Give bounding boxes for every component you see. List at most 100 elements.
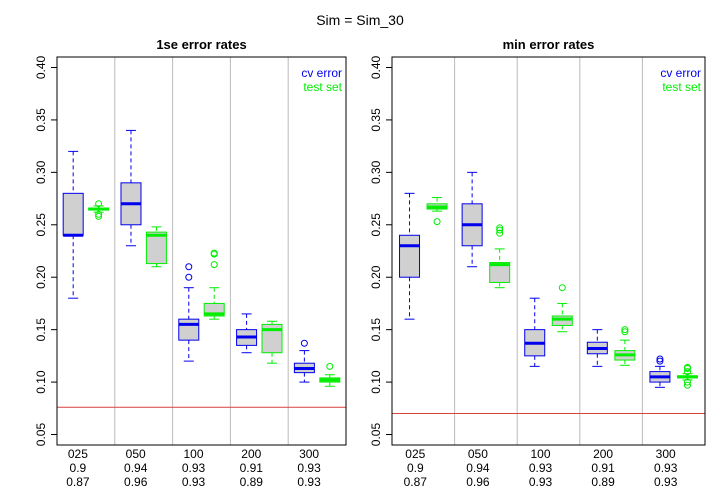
- cv-error-box: [649, 355, 671, 388]
- legend-entry: cv error: [301, 66, 342, 80]
- cv-error-box: [524, 297, 546, 367]
- y-tick-label: 0.35: [369, 108, 383, 132]
- outlier-point: [300, 339, 308, 347]
- y-tick-label: 0.05: [34, 423, 48, 447]
- x-group-label: 0.87: [66, 475, 90, 489]
- outlier-point: [95, 200, 103, 208]
- outlier-point: [95, 212, 103, 220]
- outlier-point: [496, 226, 504, 234]
- cv-error-box: [293, 339, 315, 383]
- outlier-point: [185, 263, 193, 271]
- box-iqr: [62, 192, 84, 236]
- x-group-label: 0.93: [182, 475, 206, 489]
- y-tick-label: 0.15: [34, 318, 48, 342]
- x-group-label: 0.91: [240, 461, 264, 475]
- x-group-label: 0.94: [124, 461, 148, 475]
- test-set-box: [145, 226, 167, 268]
- panel-title: min error rates: [503, 37, 595, 52]
- cv-error-box: [461, 171, 483, 268]
- x-group-label: 050: [126, 447, 146, 461]
- y-tick-label: 0.10: [34, 370, 48, 394]
- x-group-label: 0.91: [591, 461, 615, 475]
- cv-error-box: [178, 263, 200, 362]
- y-tick-label: 0.30: [369, 160, 383, 184]
- x-group-label: 0.96: [124, 475, 148, 489]
- test-set-box: [426, 197, 448, 226]
- x-group-label: 0.93: [297, 461, 321, 475]
- outlier-point: [683, 363, 691, 371]
- x-group-label: 0.9: [407, 461, 424, 475]
- x-group-label: 100: [530, 447, 550, 461]
- x-group-label: 200: [593, 447, 613, 461]
- y-tick-label: 0.25: [369, 213, 383, 237]
- x-group-label: 300: [299, 447, 319, 461]
- x-group-label: 050: [468, 447, 488, 461]
- panel-min-error-rates: min error rates 0.05 0.10 0.15 0.20 0.25 0.30 0…: [369, 37, 706, 489]
- box-iqr: [178, 318, 200, 341]
- x-group-label: 0.89: [591, 475, 615, 489]
- box-iqr: [261, 323, 283, 354]
- y-tick-label: 0.25: [34, 213, 48, 237]
- outlier-point: [95, 210, 103, 218]
- cv-error-box: [236, 313, 258, 354]
- x-group-label: 0.93: [297, 475, 321, 489]
- panel-1se-error-rates: 1se error rates 0.05 0.10 0.15 0.20 0.25 0.30 0…: [34, 37, 347, 489]
- y-tick-label: 0.30: [34, 160, 48, 184]
- x-group-label: 0.93: [654, 475, 678, 489]
- outlier-point: [433, 218, 441, 226]
- legend-entry: test set: [662, 80, 701, 94]
- test-set-box: [676, 363, 698, 389]
- plot-frame: [391, 56, 706, 446]
- box-iqr: [489, 262, 511, 283]
- x-group-label: 0.9: [70, 461, 87, 475]
- plot-frame: [56, 56, 347, 446]
- y-tick-label: 0.20: [34, 265, 48, 289]
- legend-entry: cv error: [660, 66, 701, 80]
- y-tick-label: 0.10: [369, 370, 383, 394]
- outlier-point: [210, 261, 218, 269]
- x-group-label: 0.93: [529, 475, 553, 489]
- box-iqr: [551, 315, 573, 326]
- test-set-box: [614, 326, 636, 366]
- box-iqr: [145, 231, 167, 265]
- figure-suptitle: Sim = Sim_30: [316, 12, 404, 28]
- outlier-point: [683, 368, 691, 376]
- x-group-label: 0.87: [404, 475, 428, 489]
- outlier-point: [185, 273, 193, 281]
- x-group-label: 0.96: [466, 475, 490, 489]
- test-set-box: [88, 200, 110, 220]
- outlier-point: [326, 362, 334, 370]
- cv-error-box: [586, 329, 608, 367]
- y-tick-label: 0.15: [369, 318, 383, 342]
- x-group-label: 0.93: [654, 461, 678, 475]
- x-group-label: 0.93: [182, 461, 206, 475]
- y-tick-label: 0.20: [369, 265, 383, 289]
- x-group-label: 0.94: [466, 461, 490, 475]
- outlier-point: [496, 224, 504, 232]
- x-group-label: 0.93: [529, 461, 553, 475]
- outlier-point: [621, 328, 629, 336]
- outlier-point: [656, 355, 664, 363]
- outlier-point: [656, 357, 664, 365]
- x-group-label: 025: [68, 447, 88, 461]
- test-set-box: [261, 320, 283, 364]
- test-set-box: [203, 249, 225, 320]
- test-set-box: [319, 362, 341, 387]
- box-iqr: [399, 234, 421, 278]
- test-set-box: [489, 224, 511, 289]
- outlier-point: [621, 326, 629, 334]
- panel-title: 1se error rates: [156, 37, 246, 52]
- x-group-label: 0.89: [240, 475, 264, 489]
- y-tick-label: 0.40: [34, 55, 48, 79]
- x-group-label: 100: [183, 447, 203, 461]
- outlier-point: [496, 229, 504, 237]
- x-group-label: 300: [656, 447, 676, 461]
- outlier-point: [558, 284, 566, 292]
- y-tick-label: 0.05: [369, 423, 383, 447]
- legend-entry: test set: [303, 80, 342, 94]
- outlier-point: [210, 249, 218, 257]
- cv-error-box: [399, 192, 421, 320]
- cv-error-box: [120, 129, 142, 247]
- outlier-point: [683, 381, 691, 389]
